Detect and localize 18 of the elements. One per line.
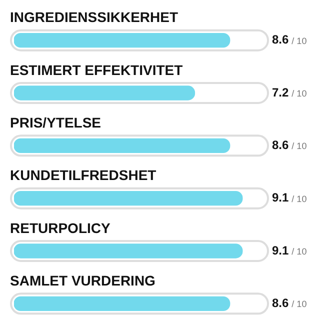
- y-tick-label: SAMLET VURDERING: [10, 272, 156, 289]
- data-label: 8.6: [272, 138, 290, 152]
- data-label: 7.2: [272, 85, 290, 100]
- y-tick-label: PRIS/YTELSE: [10, 114, 102, 131]
- data-label: 8.6: [272, 296, 290, 310]
- y-tick-label: ESTIMERT EFFEKTIVITET: [10, 62, 184, 78]
- text: / 10: [292, 246, 307, 256]
- text: / 10: [292, 88, 307, 98]
- data-label: 9.1: [272, 243, 290, 258]
- y-tick-label: KUNDETILFREDSHET: [10, 167, 157, 184]
- text: / 10: [292, 299, 307, 310]
- y-tick-label: INGREDIENSSIKKERHET: [10, 9, 178, 26]
- data-label: 9.1: [272, 190, 290, 205]
- y-tick-label: RETURPOLICY: [10, 220, 111, 236]
- text: / 10: [292, 36, 307, 46]
- text: / 10: [292, 194, 307, 204]
- data-label: 8.6: [272, 32, 290, 47]
- text: / 10: [292, 141, 307, 152]
